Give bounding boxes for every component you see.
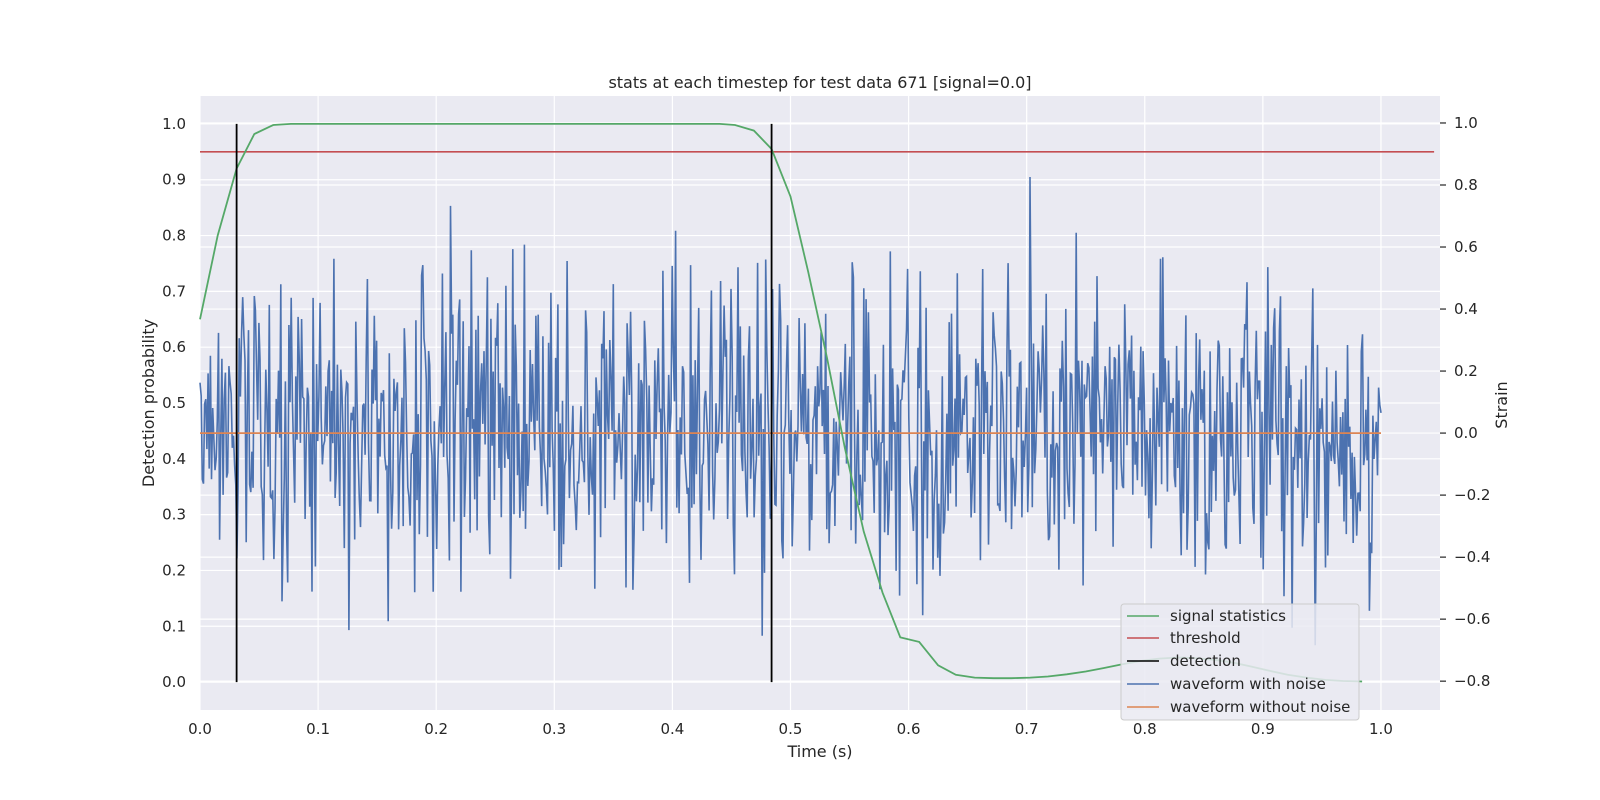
x-tick-label: 0.0: [188, 720, 212, 738]
y-right-tick-label: 0.6: [1454, 238, 1478, 256]
x-tick-label: 0.5: [779, 720, 803, 738]
series-lines: [199, 123, 1435, 683]
y-tick-label: 0.2: [162, 561, 186, 579]
y-tick-label: 0.7: [162, 282, 186, 300]
x-tick-label: 0.4: [660, 720, 684, 738]
y-right-tick-label: −0.2: [1454, 486, 1490, 504]
y-right-tick-label: 0.0: [1454, 424, 1478, 442]
legend-label-threshold: threshold: [1170, 629, 1241, 647]
legend-label-detection: detection: [1170, 652, 1241, 670]
y-right-tick-label: 0.4: [1454, 300, 1478, 318]
legend-box: [1120, 603, 1360, 721]
y-right-tick-label: 0.2: [1454, 362, 1478, 380]
y-right-tick-label: −0.6: [1454, 610, 1490, 628]
x-tick-label: 0.3: [542, 720, 566, 738]
x-axis-title: Time (s): [786, 742, 852, 761]
y-tick-label: 0.5: [162, 394, 186, 412]
axes: 0.0 0.1 0.2 0.3 0.4 0.5 0.6 0.7 0.8 0.9 1.0 0.0 0.1 0…: [162, 114, 1490, 738]
y-right-tick-label: −0.4: [1454, 548, 1490, 566]
y-right-tick-label: 1.0: [1454, 114, 1478, 132]
y-tick-label: 0.9: [162, 171, 186, 189]
x-tick-label: 0.8: [1133, 720, 1157, 738]
x-tick-label: 0.2: [424, 720, 448, 738]
legend-label-waveform-without-noise: waveform without noise: [1170, 698, 1350, 716]
x-tick-label: 0.7: [1015, 720, 1039, 738]
x-tick-label: 0.1: [306, 720, 330, 738]
y-tick-label: 0.0: [162, 673, 186, 691]
chart-title: stats at each timestep for test data 671…: [608, 73, 1031, 92]
y-tick-label: 0.4: [162, 450, 186, 468]
y-tick-label: 0.8: [162, 227, 186, 245]
x-tick-label: 0.9: [1251, 720, 1275, 738]
y-right-tick-label: −0.8: [1454, 672, 1490, 690]
y-right-axis-title: Strain: [1492, 381, 1511, 428]
legend-label-waveform-with-noise: waveform with noise: [1170, 675, 1326, 693]
legend: signal statistics threshold detection wa…: [1120, 603, 1360, 721]
y-tick-label: 1.0: [162, 115, 186, 133]
y-tick-label: 0.3: [162, 506, 186, 524]
legend-label-signal-statistics: signal statistics: [1170, 607, 1286, 625]
x-tick-label: 1.0: [1369, 720, 1393, 738]
y-tick-label: 0.6: [162, 338, 186, 356]
series-waveform-with-noise: [199, 176, 1382, 646]
y-tick-label: 0.1: [162, 617, 186, 635]
x-tick-label: 0.6: [897, 720, 921, 738]
y-right-tick-label: 0.8: [1454, 176, 1478, 194]
y-axis-title: Detection probability: [139, 319, 158, 487]
